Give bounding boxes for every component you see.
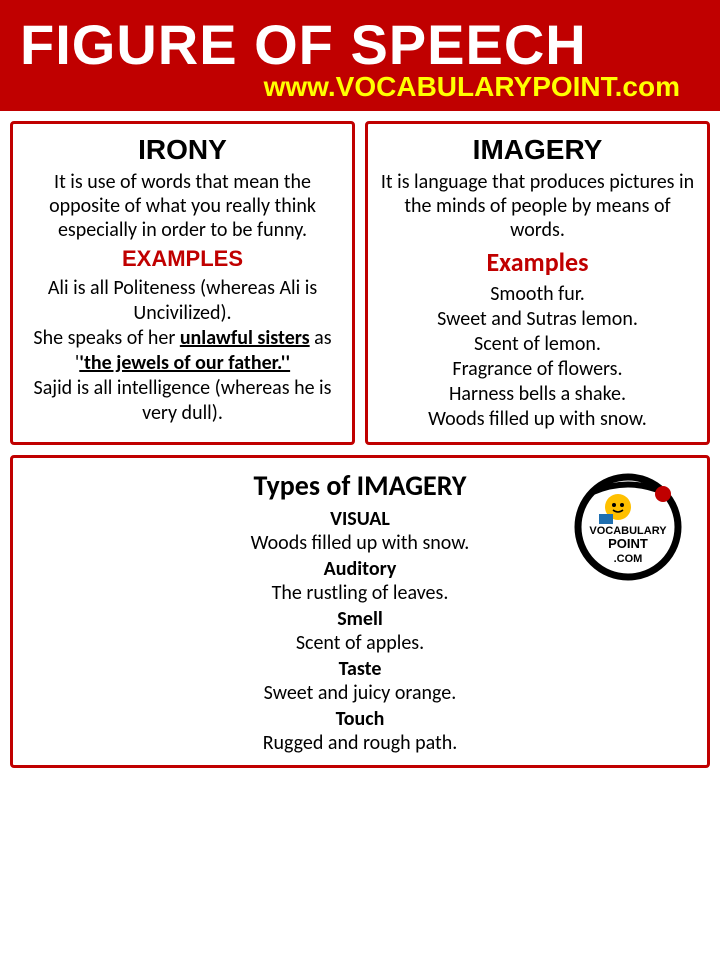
vocabulary-point-logo: VOCABULARY POINT .COM	[573, 472, 683, 587]
type-label: Touch	[25, 707, 695, 731]
irony-examples-label: EXAMPLES	[25, 246, 340, 272]
top-row: IRONY It is use of words that mean the o…	[10, 121, 710, 445]
type-example: Scent of apples.	[25, 631, 695, 655]
content-area: IRONY It is use of words that mean the o…	[0, 111, 720, 778]
svg-text:.COM: .COM	[614, 553, 643, 565]
header-banner: FIGURE OF SPEECH www.VOCABULARYPOINT.com	[0, 0, 720, 111]
imagery-example: Sweet and Sutras lemon.	[380, 307, 695, 332]
imagery-example: Smooth fur.	[380, 282, 695, 307]
svg-text:POINT: POINT	[608, 536, 648, 551]
type-label: Smell	[25, 607, 695, 631]
type-label: Taste	[25, 657, 695, 681]
irony-card: IRONY It is use of words that mean the o…	[10, 121, 355, 445]
imagery-example: Fragrance of flowers.	[380, 357, 695, 382]
irony-ex2-underline1: unlawful sisters	[180, 326, 310, 350]
logo-icon: VOCABULARY POINT .COM	[573, 472, 683, 582]
imagery-example: Harness bells a shake.	[380, 382, 695, 407]
irony-example-1: Ali is all Politeness (whereas Ali is Un…	[25, 276, 340, 326]
type-example: Sweet and juicy orange.	[25, 681, 695, 705]
irony-desc: It is use of words that mean the opposit…	[25, 170, 340, 242]
imagery-title: IMAGERY	[380, 134, 695, 166]
irony-example-2: She speaks of her unlawful sisters as ''…	[25, 326, 340, 376]
irony-ex2-pre: She speaks of her	[33, 326, 179, 350]
page-title: FIGURE OF SPEECH	[20, 12, 700, 77]
irony-ex2-underline2: 'the jewels of our father.''	[79, 351, 290, 375]
imagery-card: IMAGERY It is language that produces pic…	[365, 121, 710, 445]
type-example: Rugged and rough path.	[25, 731, 695, 755]
irony-example-3: Sajid is all intelligence (whereas he is…	[25, 376, 340, 426]
imagery-examples-label: Examples	[380, 246, 695, 278]
imagery-example: Woods filled up with snow.	[380, 407, 695, 432]
imagery-example: Scent of lemon.	[380, 332, 695, 357]
irony-title: IRONY	[25, 134, 340, 166]
types-card: VOCABULARY POINT .COM Types of IMAGERY V…	[10, 455, 710, 768]
imagery-desc: It is language that produces pictures in…	[380, 170, 695, 242]
